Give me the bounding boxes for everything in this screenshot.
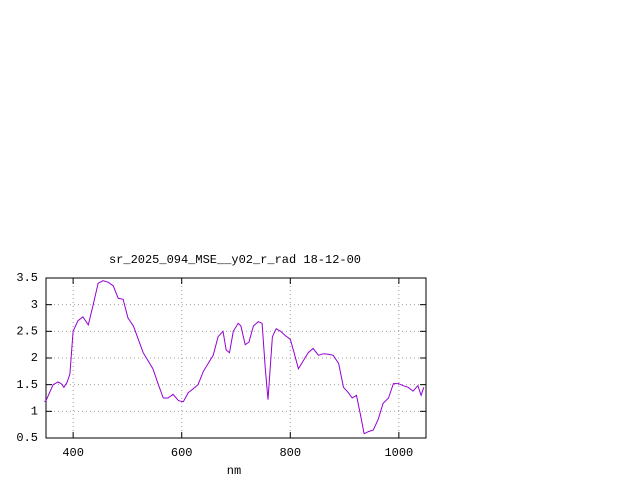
y-tick-label: 2 xyxy=(31,351,38,365)
data-line xyxy=(44,280,425,435)
chart-title: sr_2025_094_MSE__y02_r_rad 18-12-00 xyxy=(109,253,361,267)
plot-border xyxy=(45,277,427,439)
y-tick-label: 2.5 xyxy=(16,325,38,339)
y-tick-label: 1 xyxy=(31,405,38,419)
x-tick-label: 800 xyxy=(279,446,301,460)
y-tick-label: 3.5 xyxy=(16,271,38,285)
y-tick-label: 1.5 xyxy=(16,378,38,392)
y-tick-label: 0.5 xyxy=(16,431,38,445)
x-tick-label: 1000 xyxy=(384,446,413,460)
x-tick-label: 600 xyxy=(171,446,193,460)
x-tick-label: 400 xyxy=(62,446,84,460)
x-axis-label: nm xyxy=(227,464,241,478)
y-tick-label: 3 xyxy=(31,298,38,312)
